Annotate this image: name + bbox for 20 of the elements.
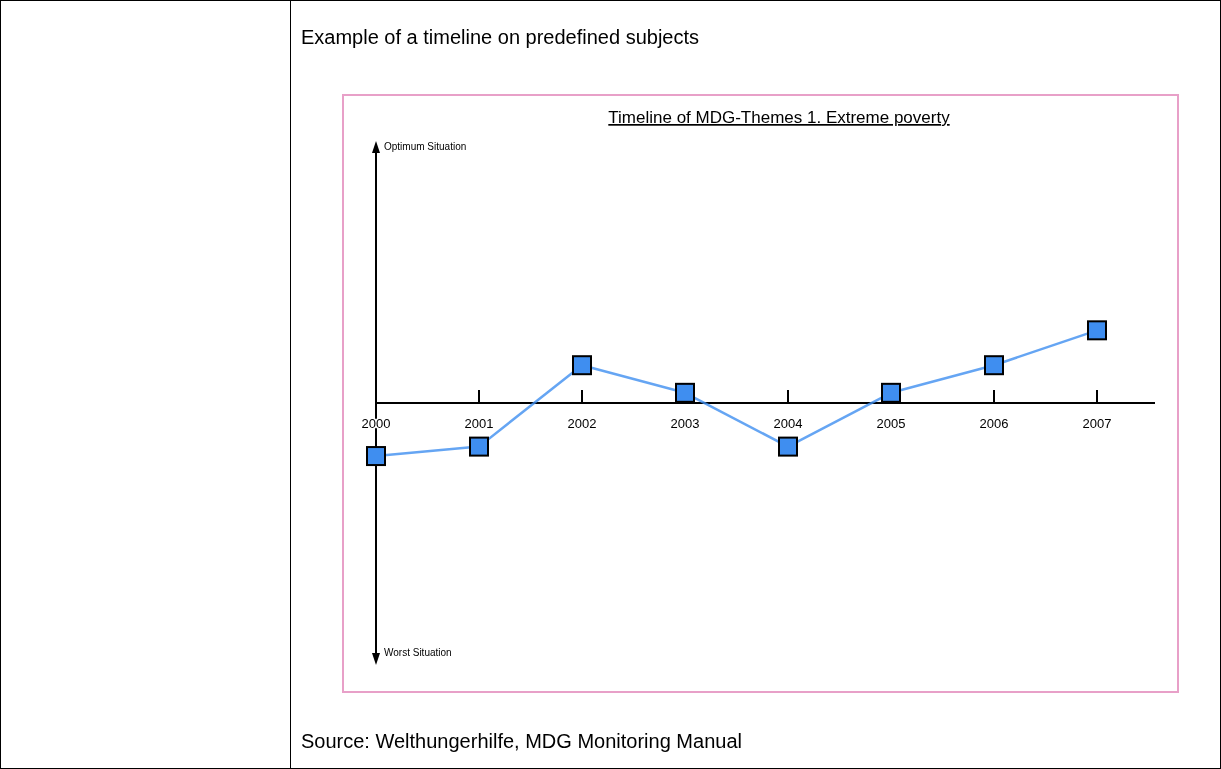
x-tick-label: 2002 [567, 416, 597, 431]
point [572, 355, 592, 376]
point [366, 446, 386, 467]
text: Optimum Situation [384, 141, 467, 152]
x-tick-label: 2007 [1082, 416, 1112, 431]
chart-subtitle: Example of a timeline on predefined subjects [301, 26, 700, 48]
x-tick-label: 2006 [979, 416, 1009, 431]
x-tick-label: 2005 [876, 416, 906, 431]
point [778, 436, 798, 457]
point [675, 382, 695, 403]
x-tick-label: 2001 [464, 416, 494, 431]
chart-title: Timeline of MDG-Themes 1. Extreme poverty [608, 108, 951, 127]
x-tick-label: 2003 [670, 416, 700, 431]
text: Worst Situation [384, 647, 452, 658]
point [984, 355, 1004, 376]
point [1087, 320, 1107, 341]
point [881, 382, 901, 403]
point [469, 436, 489, 457]
x-tick-label: 2004 [773, 416, 803, 431]
source-note: Source: Welthungerhilfe, MDG Monitoring Manual [301, 730, 742, 752]
